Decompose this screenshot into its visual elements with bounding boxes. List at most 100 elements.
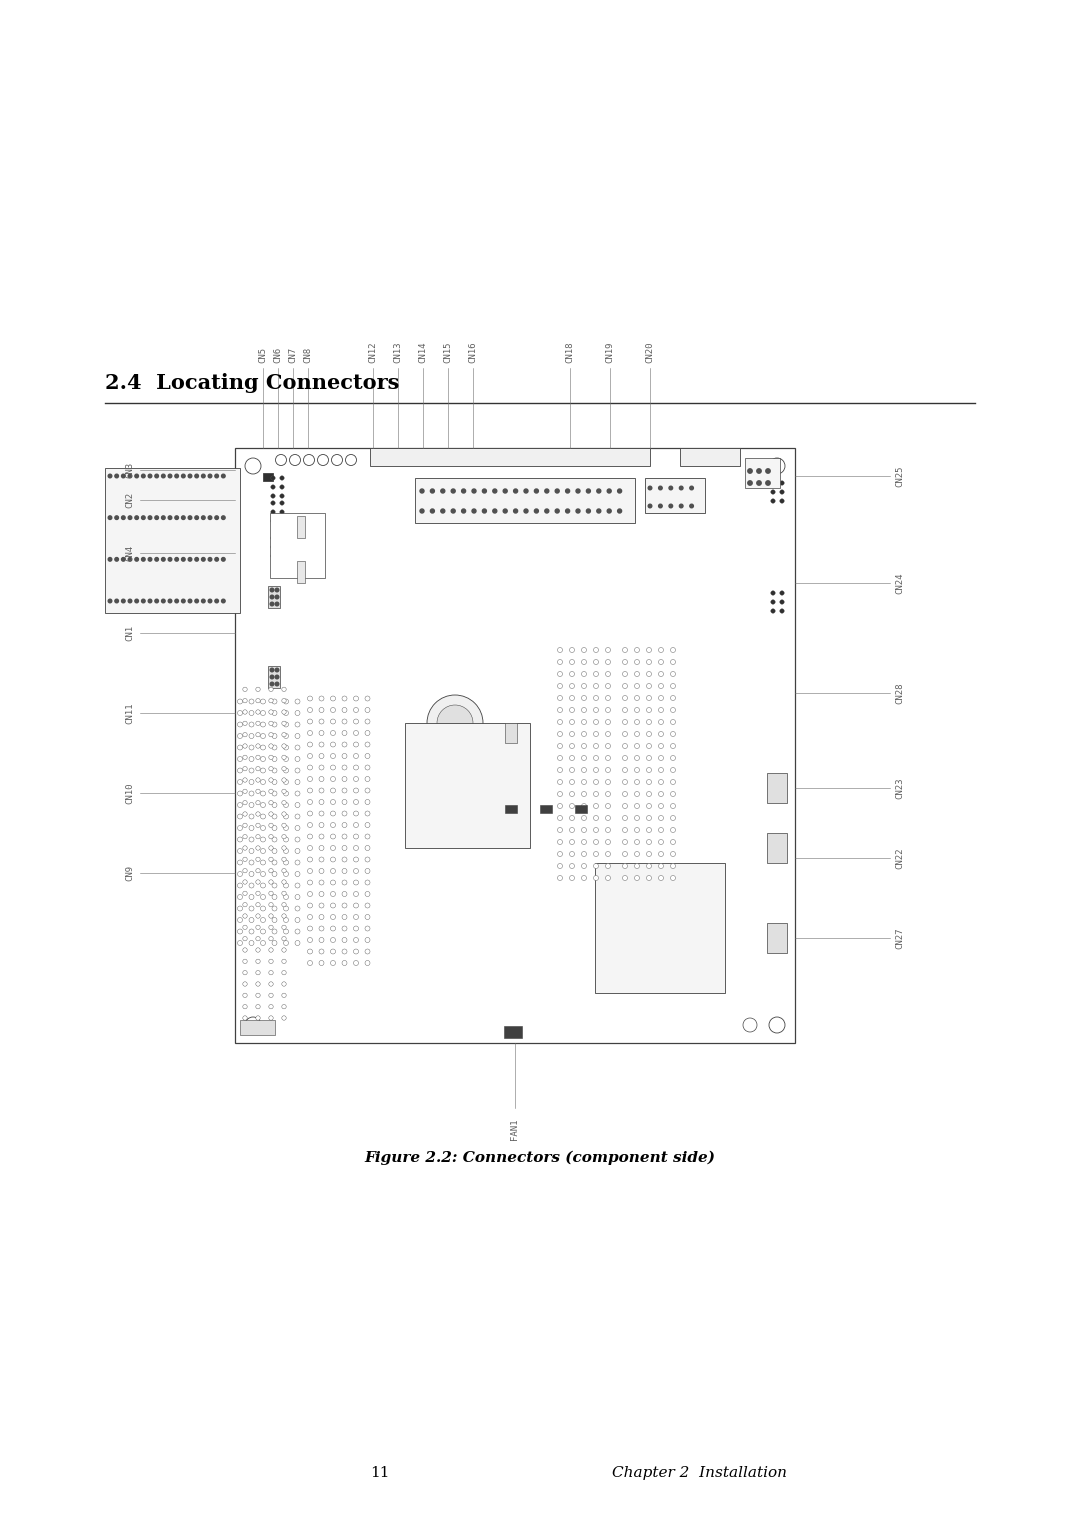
Circle shape	[330, 914, 336, 920]
Circle shape	[594, 648, 598, 652]
Circle shape	[461, 489, 465, 494]
Circle shape	[238, 825, 243, 831]
Circle shape	[249, 848, 254, 854]
Text: CN15: CN15	[444, 341, 453, 364]
Circle shape	[342, 868, 347, 874]
Circle shape	[249, 860, 254, 865]
Circle shape	[581, 720, 586, 724]
Circle shape	[238, 929, 243, 934]
Bar	[264, 474, 273, 481]
Circle shape	[671, 804, 675, 808]
Circle shape	[269, 880, 273, 885]
Circle shape	[188, 599, 192, 604]
Circle shape	[282, 834, 286, 839]
Circle shape	[353, 857, 359, 862]
Circle shape	[569, 792, 575, 796]
Circle shape	[243, 960, 247, 964]
Circle shape	[283, 825, 288, 831]
Circle shape	[342, 914, 347, 920]
Circle shape	[365, 834, 370, 839]
Bar	[767, 923, 787, 953]
Circle shape	[249, 929, 254, 934]
Circle shape	[256, 1016, 260, 1021]
Bar	[105, 468, 240, 613]
Circle shape	[272, 733, 276, 738]
Circle shape	[557, 732, 563, 736]
Text: CN25: CN25	[895, 465, 905, 487]
Circle shape	[208, 558, 212, 561]
Circle shape	[283, 941, 288, 946]
Circle shape	[194, 474, 199, 478]
Circle shape	[622, 648, 627, 652]
Circle shape	[260, 941, 266, 946]
Circle shape	[557, 876, 563, 880]
Circle shape	[771, 490, 775, 494]
Text: CN1: CN1	[125, 625, 135, 642]
Circle shape	[569, 828, 575, 833]
Circle shape	[576, 489, 580, 494]
Circle shape	[283, 917, 288, 923]
Circle shape	[108, 516, 112, 520]
Circle shape	[272, 802, 276, 807]
Circle shape	[671, 839, 675, 845]
Circle shape	[154, 558, 159, 561]
Circle shape	[353, 880, 359, 885]
Circle shape	[771, 601, 775, 604]
Circle shape	[269, 801, 273, 805]
Circle shape	[365, 891, 370, 897]
Circle shape	[569, 804, 575, 808]
Circle shape	[569, 755, 575, 761]
Circle shape	[243, 847, 247, 850]
Circle shape	[260, 894, 266, 900]
Circle shape	[282, 914, 286, 918]
Circle shape	[671, 863, 675, 868]
Circle shape	[269, 970, 273, 975]
Circle shape	[342, 707, 347, 712]
Circle shape	[606, 779, 610, 784]
Circle shape	[461, 509, 465, 513]
Circle shape	[256, 732, 260, 736]
Circle shape	[659, 648, 663, 652]
Circle shape	[129, 474, 132, 478]
Circle shape	[594, 804, 598, 808]
Circle shape	[269, 732, 273, 736]
Circle shape	[569, 744, 575, 749]
Circle shape	[622, 744, 627, 749]
Circle shape	[555, 489, 559, 494]
Circle shape	[606, 683, 610, 689]
Circle shape	[114, 516, 119, 520]
Circle shape	[647, 863, 651, 868]
Circle shape	[168, 599, 172, 604]
Circle shape	[295, 906, 300, 911]
Text: CN5: CN5	[258, 347, 268, 364]
Circle shape	[365, 880, 370, 885]
Circle shape	[272, 917, 276, 923]
Circle shape	[659, 695, 663, 700]
Bar	[235, 448, 795, 1044]
Circle shape	[243, 983, 247, 986]
Circle shape	[282, 847, 286, 850]
Circle shape	[342, 720, 347, 724]
Circle shape	[635, 792, 639, 796]
Circle shape	[606, 792, 610, 796]
Circle shape	[330, 720, 336, 724]
Circle shape	[319, 880, 324, 885]
Circle shape	[256, 744, 260, 749]
Circle shape	[249, 779, 254, 784]
Circle shape	[606, 755, 610, 761]
Circle shape	[208, 599, 212, 604]
Circle shape	[342, 776, 347, 781]
Circle shape	[122, 516, 125, 520]
Circle shape	[622, 792, 627, 796]
Circle shape	[747, 469, 752, 474]
Circle shape	[659, 683, 663, 689]
Circle shape	[272, 894, 276, 900]
Circle shape	[282, 698, 286, 703]
Circle shape	[243, 698, 247, 703]
Circle shape	[557, 648, 563, 652]
Circle shape	[249, 711, 254, 715]
Circle shape	[569, 851, 575, 857]
Circle shape	[141, 599, 145, 604]
Circle shape	[557, 695, 563, 700]
Text: CN2: CN2	[125, 492, 135, 509]
